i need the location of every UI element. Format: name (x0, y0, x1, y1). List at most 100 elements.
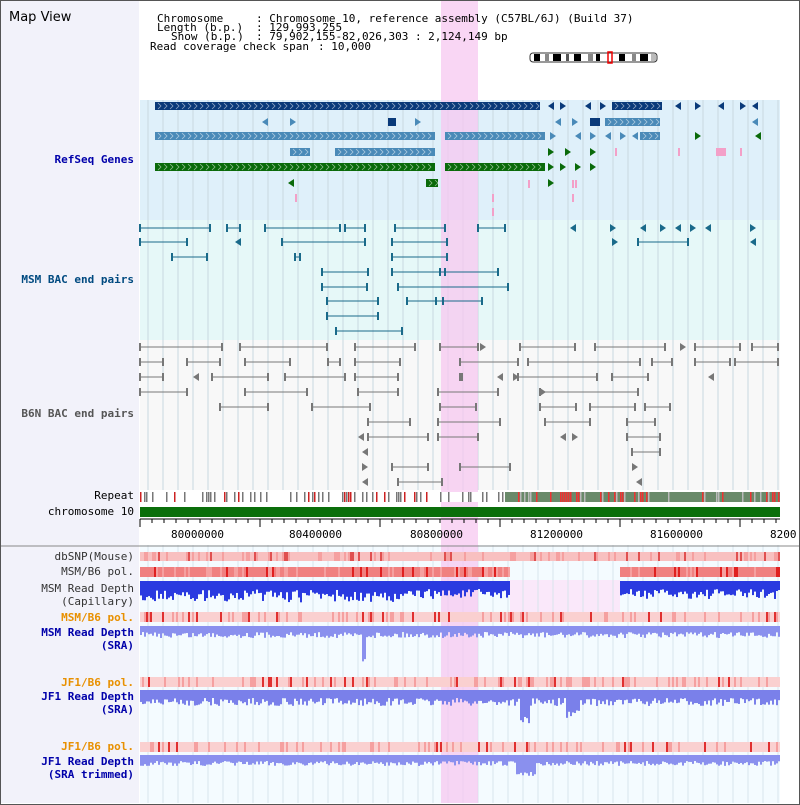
track-label-refseq[interactable]: RefSeq Genes (54, 153, 134, 166)
heat-cell (436, 567, 438, 577)
depth-bar (768, 581, 770, 595)
heat-cell (270, 742, 272, 752)
heat-cell (278, 612, 280, 622)
heat-cell (558, 742, 560, 752)
depth-bar (676, 755, 678, 765)
heat-cell (698, 742, 700, 752)
heat-cell (152, 742, 154, 752)
depth-bar (688, 755, 690, 762)
depth-bar (416, 755, 418, 763)
heat-cell (712, 612, 714, 622)
bac-end (626, 418, 628, 426)
track-label-msm-bac[interactable]: MSM BAC end pairs (21, 273, 134, 286)
gene-strand-arrow (157, 132, 162, 140)
gene-arrowhead (575, 163, 581, 171)
depth-bar (486, 755, 488, 765)
heat-cell (540, 677, 542, 687)
gene-strand-arrow (537, 132, 542, 140)
heat-cell (746, 742, 748, 752)
heat-cell (218, 567, 220, 577)
heat-cell (222, 552, 224, 561)
depth-bar (416, 581, 418, 591)
gene-tick (295, 194, 297, 202)
heat-cell (296, 552, 298, 561)
heat-cell (404, 742, 406, 752)
depth-bar (270, 690, 272, 705)
gene-tick (740, 148, 742, 156)
depth-bar (522, 626, 524, 638)
depth-bar (482, 755, 484, 764)
heat-cell (678, 742, 680, 752)
heat-cell (642, 567, 644, 577)
gene-strand-arrow (489, 163, 494, 171)
heat-cell (444, 742, 446, 752)
heat-cell (518, 742, 520, 752)
heat-cell (364, 552, 366, 561)
depth-bar (510, 690, 512, 701)
heat-cell (284, 677, 286, 687)
heat-cell (600, 742, 602, 752)
heat-cell (298, 612, 300, 622)
depth-bar (734, 581, 736, 596)
depth-bar (230, 690, 232, 701)
gene-strand-arrow (385, 102, 390, 110)
depth-bar (680, 755, 682, 763)
repeat-mark (400, 492, 402, 502)
depth-bar (434, 755, 436, 763)
gene-tick (615, 148, 617, 156)
heat-cell (596, 677, 598, 687)
length-label: Length (b.p.) (157, 21, 244, 34)
heat-cell (694, 742, 696, 752)
heat-cell (302, 612, 304, 622)
depth-bar (492, 690, 494, 702)
depth-bar (658, 626, 660, 637)
heat-cell (228, 567, 230, 577)
heat-cell (640, 612, 642, 622)
heat-cell (246, 567, 248, 577)
heat-cell (140, 742, 142, 752)
depth-bar (214, 581, 216, 599)
depth-bar (756, 581, 758, 598)
gene-strand-arrow (531, 132, 536, 140)
heat-cell (428, 552, 430, 561)
heat-cell (578, 742, 580, 752)
depth-bar (776, 581, 778, 592)
depth-bar (302, 626, 304, 636)
heat-cell (716, 567, 718, 577)
heat-cell (316, 677, 318, 687)
heat-cell (240, 567, 242, 577)
depth-bar (678, 755, 680, 763)
gene-strand-arrow (453, 163, 458, 171)
track-label-b6n-bac[interactable]: B6N BAC end pairs (21, 407, 134, 420)
heat-cell (158, 742, 160, 752)
depth-bar (458, 626, 460, 633)
heat-cell (682, 552, 684, 561)
depth-bar (758, 755, 760, 762)
axis-tick-label: 81600000 (650, 528, 703, 541)
depth-bar (262, 755, 264, 764)
gene-strand-arrow (391, 102, 396, 110)
heat-cell (694, 612, 696, 622)
heat-cell (624, 567, 626, 577)
heat-cell (266, 742, 268, 752)
depth-bar (294, 755, 296, 765)
heat-cell (680, 567, 682, 577)
depth-bar (630, 690, 632, 704)
heat-cell (592, 612, 594, 622)
heat-cell (222, 612, 224, 622)
heat-cell (400, 612, 402, 622)
heat-cell (294, 677, 296, 687)
depth-bar (208, 626, 210, 634)
heat-cell (634, 677, 636, 687)
gene-strand-arrow (169, 163, 174, 171)
depth-bar (768, 626, 770, 634)
depth-bar (490, 690, 492, 701)
heat-cell (426, 677, 428, 687)
gene-arrowhead (513, 373, 519, 381)
depth-bar (586, 755, 588, 765)
gene-strand-arrow (235, 102, 240, 110)
depth-bar (772, 755, 774, 762)
heat-cell (390, 612, 392, 622)
heat-cell (764, 612, 766, 622)
